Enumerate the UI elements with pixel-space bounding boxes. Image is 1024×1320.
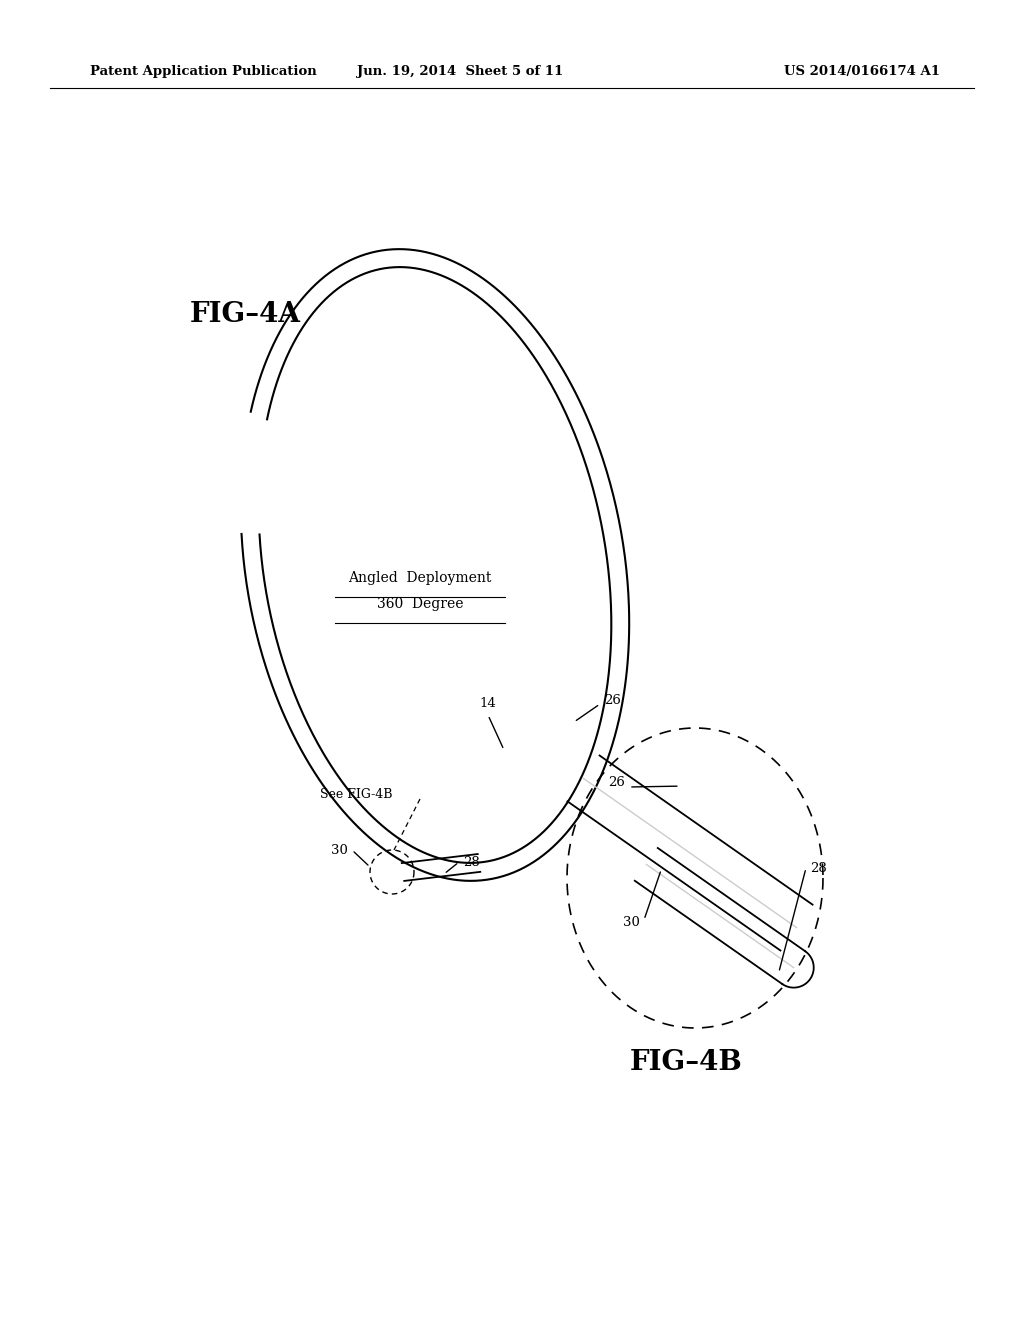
Text: See FIG-4B: See FIG-4B [319,788,392,801]
Text: US 2014/0166174 A1: US 2014/0166174 A1 [784,66,940,78]
Text: Patent Application Publication: Patent Application Publication [90,66,316,78]
Text: 30: 30 [331,843,348,857]
Text: 30: 30 [624,916,640,929]
Text: 26: 26 [608,776,625,789]
Text: 14: 14 [479,697,497,710]
Text: 28: 28 [810,862,826,874]
Text: 26: 26 [604,693,621,706]
Text: Angled  Deployment: Angled Deployment [348,572,492,585]
Text: 360  Degree: 360 Degree [377,597,463,611]
Text: 28: 28 [463,855,480,869]
Text: FIG–4A: FIG–4A [190,301,301,329]
Text: FIG–4B: FIG–4B [630,1049,742,1077]
Text: Jun. 19, 2014  Sheet 5 of 11: Jun. 19, 2014 Sheet 5 of 11 [357,66,563,78]
